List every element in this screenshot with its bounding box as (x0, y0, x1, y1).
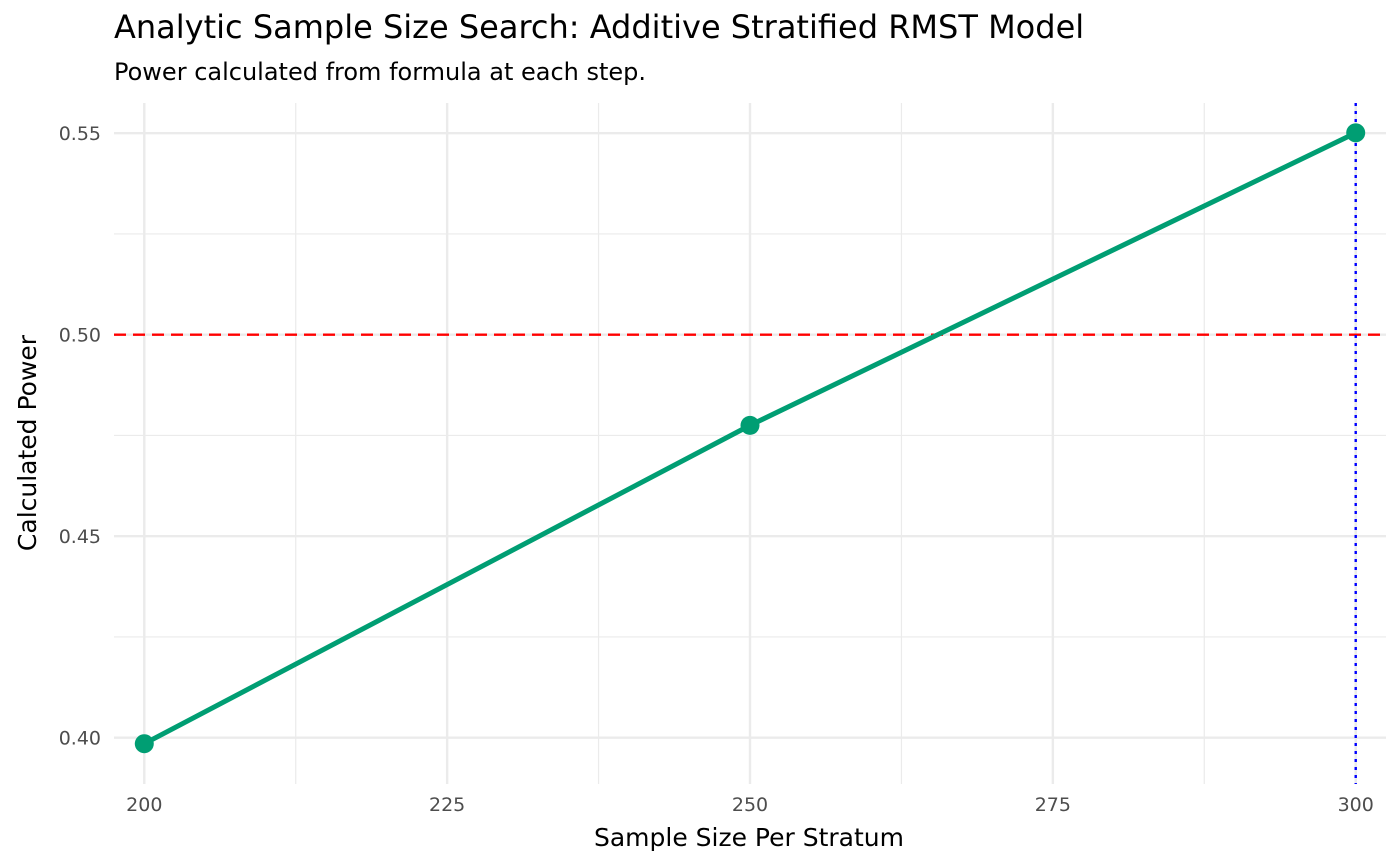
x-tick-label: 250 (732, 794, 768, 816)
x-tick-label: 300 (1338, 794, 1374, 816)
y-tick-label: 0.50 (59, 325, 101, 347)
x-tick-label: 225 (429, 794, 465, 816)
reference-lines (114, 103, 1386, 784)
y-axis-title: Calculated Power (13, 334, 42, 551)
data-point (134, 734, 154, 754)
y-tick-label: 0.55 (59, 123, 101, 145)
data-point (1346, 123, 1366, 143)
x-tick-label: 200 (126, 794, 162, 816)
x-tick-label: 275 (1035, 794, 1071, 816)
grid-lines (114, 103, 1386, 784)
data-point (740, 415, 760, 435)
x-axis-title: Sample Size Per Stratum (594, 823, 904, 852)
chart-title: Analytic Sample Size Search: Additive St… (114, 8, 1085, 46)
y-tick-label: 0.45 (59, 526, 101, 548)
chart-subtitle: Power calculated from formula at each st… (114, 58, 647, 86)
data-series (134, 123, 1366, 754)
y-tick-label: 0.40 (59, 728, 101, 750)
tick-labels: 200 225 250 275 300 0.40 0.45 0.50 0.55 (59, 123, 1374, 816)
